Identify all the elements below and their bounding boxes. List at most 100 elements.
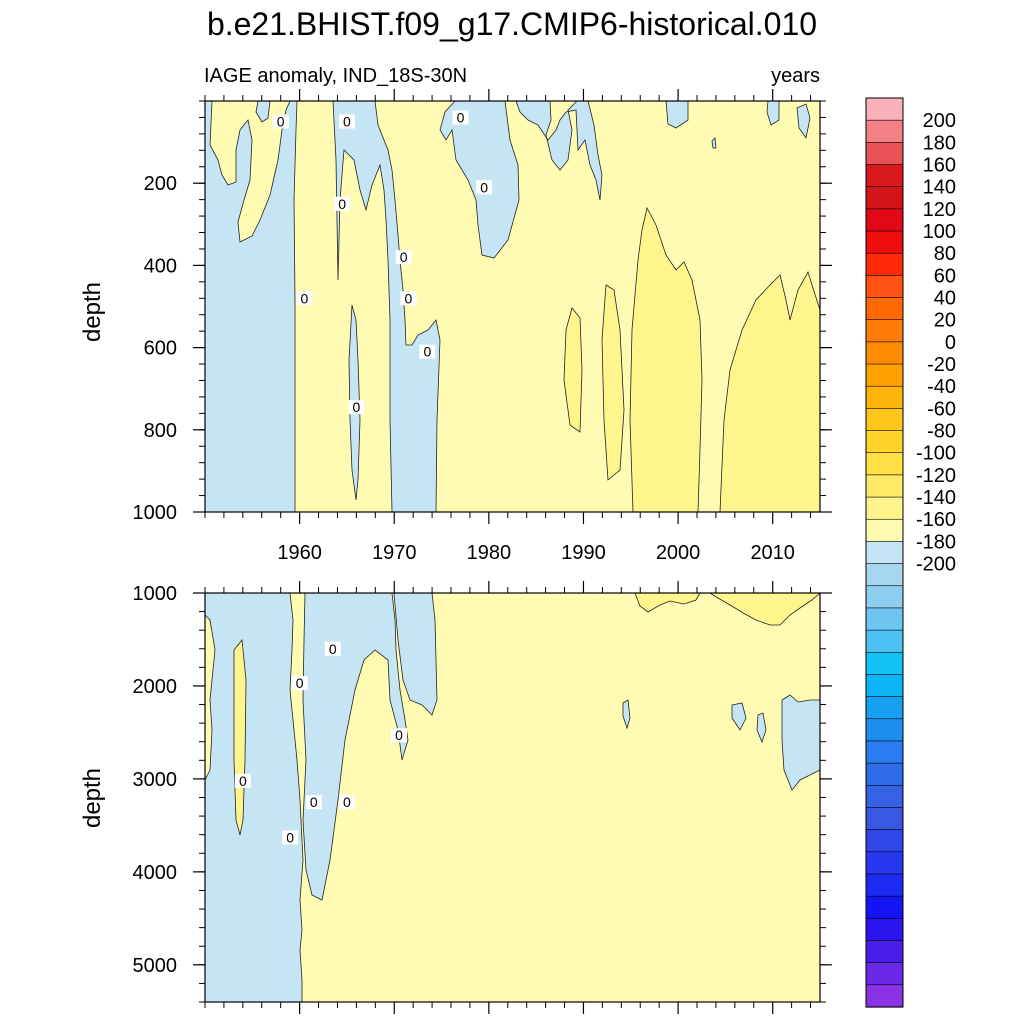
upper-positive-region — [629, 206, 703, 513]
contour-label-box — [282, 830, 299, 845]
colorbar-label: 80 — [934, 243, 956, 265]
upper-y-axis: 200 400 600 800 1000 — [133, 100, 832, 524]
colorbar-label: 160 — [923, 155, 956, 177]
colorbar-swatch — [865, 452, 904, 476]
colorbar-label: 20 — [934, 310, 956, 332]
colorbar-swatch — [865, 629, 904, 653]
units-label: years — [771, 65, 820, 87]
colorbar-swatch — [865, 518, 904, 543]
colorbar-swatch — [865, 807, 904, 831]
upper-y-axis-title: depth — [79, 282, 106, 342]
chart-title: b.e21.BHIST.f09_g17.CMIP6-historical.010 — [207, 6, 817, 42]
contour-label: 0 — [343, 114, 351, 130]
upper-negative-region — [515, 100, 603, 201]
colorbar-swatch — [865, 430, 904, 454]
colorbar-label: -180 — [916, 531, 956, 553]
y-tick-label: 3000 — [133, 769, 178, 791]
y-tick-label: 4000 — [133, 862, 178, 884]
upper-negative-region — [711, 137, 717, 149]
lower-negative-region — [393, 592, 438, 716]
y-tick-label: 2000 — [133, 676, 178, 698]
upper-negative-region — [796, 103, 811, 139]
colorbar-label: 40 — [934, 288, 956, 310]
y-tick-label: 600 — [144, 338, 177, 360]
colorbar-swatch — [865, 186, 904, 210]
upper-panel: 200 400 600 800 1000 1960 1970 1980 1990 2000 201… — [79, 89, 832, 564]
colorbar-label: -40 — [927, 376, 956, 398]
y-tick-label: 5000 — [133, 955, 178, 977]
colorbar-swatch — [865, 784, 904, 809]
colorbar-frame — [865, 97, 904, 1008]
colorbar-swatch — [865, 252, 904, 276]
contour-label-box — [400, 291, 417, 306]
colorbar-label: 60 — [934, 265, 956, 287]
colorbar-swatch — [865, 142, 904, 166]
lower-panel: 1000 2000 3000 4000 5000 0 0 0 0 0 0 0 depth — [79, 581, 832, 1014]
contour-label-box — [395, 250, 412, 265]
colorbar-swatch — [865, 873, 904, 897]
x-tick-label: 2010 — [750, 542, 795, 564]
colorbar: 200180160140120100806040200-20-40-60-80-… — [865, 97, 956, 1008]
colorbar-swatch — [865, 119, 904, 143]
colorbar-swatch — [865, 385, 904, 409]
colorbar-swatch — [865, 408, 904, 432]
lower-negative-region — [756, 712, 767, 744]
colorbar-label: -200 — [916, 554, 956, 576]
contour-label-box — [348, 400, 365, 415]
contour-label: 0 — [296, 675, 304, 691]
colorbar-swatch — [865, 341, 904, 365]
colorbar-swatch — [865, 895, 904, 919]
lower-negative-region — [731, 702, 747, 731]
contour-label: 0 — [405, 290, 413, 306]
colorbar-swatch — [865, 851, 904, 875]
y-tick-label: 400 — [144, 255, 177, 277]
contour-label: 0 — [310, 794, 318, 810]
contour-label-box — [476, 180, 493, 195]
colorbar-swatch — [865, 474, 904, 498]
colorbar-swatch — [865, 674, 904, 698]
lower-y-axis: 1000 2000 3000 4000 5000 — [133, 583, 832, 1003]
colorbar-swatch — [865, 829, 904, 853]
lower-contour-labels: 0 0 0 0 0 0 0 — [234, 641, 407, 845]
contour-label: 0 — [286, 829, 294, 845]
colorbar-label: -20 — [927, 354, 956, 376]
y-tick-label: 1000 — [133, 583, 178, 605]
colorbar-swatch — [865, 297, 904, 321]
colorbar-label: 140 — [923, 177, 956, 199]
colorbar-swatch — [865, 918, 904, 942]
lower-y-axis-title: depth — [79, 768, 106, 828]
contour-label: 0 — [338, 196, 346, 212]
colorbar-swatch — [865, 230, 904, 254]
contour-label-box — [234, 773, 251, 788]
colorbar-label: -100 — [916, 443, 956, 465]
lower-positive-region — [708, 592, 822, 626]
colorbar-label: 120 — [923, 199, 956, 221]
upper-positive-region — [719, 270, 821, 513]
lower-positive-region — [634, 592, 701, 613]
y-tick-label: 200 — [144, 173, 177, 195]
contour-label: 0 — [457, 109, 465, 125]
contour-label-box — [452, 110, 469, 125]
colorbar-label: -160 — [916, 509, 956, 531]
contour-label: 0 — [239, 773, 247, 789]
upper-positive-region — [601, 284, 625, 481]
colorbar-label: -120 — [916, 465, 956, 487]
colorbar-swatch — [865, 563, 904, 587]
colorbar-swatch — [865, 740, 904, 764]
upper-negative-region — [332, 100, 441, 513]
contour-label-box — [291, 676, 308, 691]
colorbar-swatch — [865, 97, 904, 121]
contour-label: 0 — [277, 114, 285, 130]
colorbar-label: 200 — [923, 110, 956, 132]
contour-label-box — [334, 196, 351, 211]
colorbar-swatch — [865, 208, 904, 232]
contour-label-box — [419, 344, 436, 359]
x-tick-label: 1980 — [467, 542, 512, 564]
upper-plot-frame — [204, 100, 821, 513]
colorbar-swatch — [865, 585, 904, 609]
colorbar-swatch — [865, 275, 904, 299]
colorbar-swatch — [865, 984, 904, 1008]
contour-label: 0 — [400, 249, 408, 265]
contour-label-box — [338, 114, 355, 129]
contour-label: 0 — [352, 399, 360, 415]
